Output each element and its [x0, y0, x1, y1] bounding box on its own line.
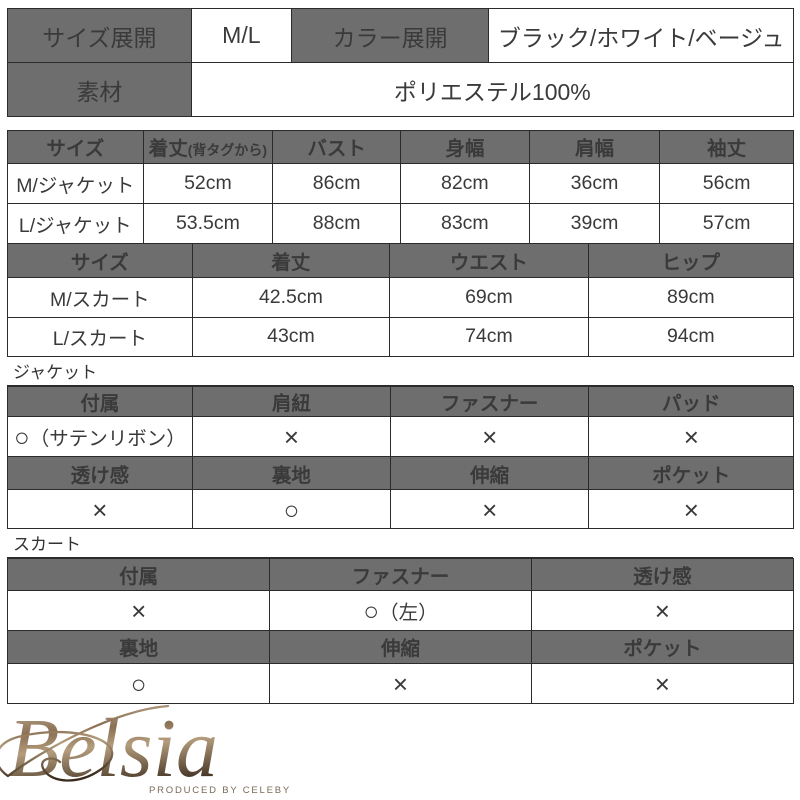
- svg-text:Belsia: Belsia: [8, 702, 218, 795]
- svg-text:PRODUCED BY CELEBY: PRODUCED BY CELEBY: [149, 785, 291, 796]
